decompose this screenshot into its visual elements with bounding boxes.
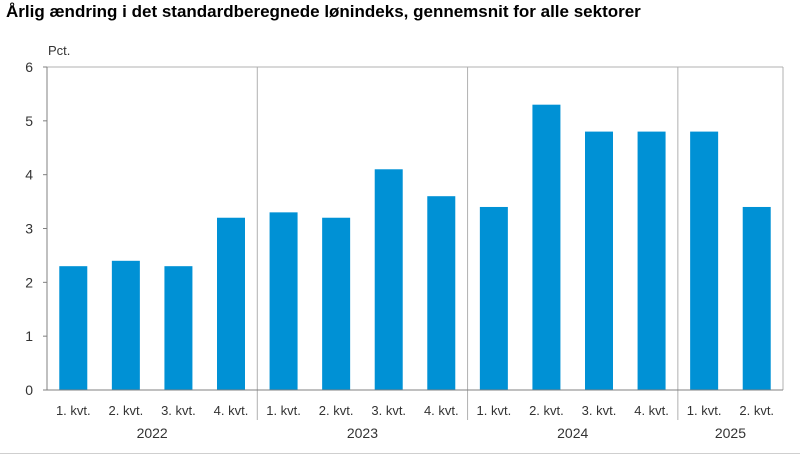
x-tick-label: 2. kvt. (109, 403, 144, 418)
y-tick-label: 3 (25, 221, 33, 237)
group-label: 2022 (137, 425, 168, 441)
bar (585, 131, 613, 390)
x-tick-label: 3. kvt. (371, 403, 406, 418)
bar (479, 206, 508, 390)
y-tick-label: 2 (25, 274, 33, 290)
x-tick-label: 2. kvt. (529, 403, 564, 418)
x-tick-label: 3. kvt. (161, 403, 196, 418)
x-tick-label: 1. kvt. (266, 403, 301, 418)
bar (217, 217, 245, 390)
x-tick-label: 3. kvt. (582, 403, 617, 418)
x-tick-label: 4. kvt. (634, 403, 669, 418)
bar (269, 212, 298, 390)
x-tick-label: 2. kvt. (739, 403, 774, 418)
x-tick-label: 1. kvt. (477, 403, 512, 418)
bar (374, 169, 403, 390)
bar (532, 104, 561, 390)
bar (690, 131, 719, 390)
x-tick-label: 4. kvt. (424, 403, 459, 418)
y-tick-label: 4 (25, 167, 33, 183)
group-label: 2024 (557, 425, 588, 441)
bar (322, 217, 351, 390)
chart-title: Årlig ændring i det standardberegnede lø… (6, 2, 641, 21)
bar (111, 260, 140, 390)
group-label: 2025 (715, 425, 746, 441)
group-label: 2023 (347, 425, 378, 441)
x-tick-label: 1. kvt. (56, 403, 91, 418)
bar (59, 266, 88, 390)
y-axis-label: Pct. (48, 43, 70, 58)
bar (427, 196, 456, 390)
bar (742, 206, 771, 390)
x-tick-label: 4. kvt. (214, 403, 249, 418)
x-tick-label: 2. kvt. (319, 403, 354, 418)
y-tick-label: 5 (25, 113, 33, 129)
bar (164, 266, 193, 390)
y-tick-label: 1 (25, 328, 33, 344)
bar (637, 131, 666, 390)
x-tick-label: 1. kvt. (687, 403, 722, 418)
y-tick-label: 6 (25, 59, 33, 75)
bottom-divider (0, 453, 800, 454)
y-tick-label: 0 (25, 382, 33, 398)
